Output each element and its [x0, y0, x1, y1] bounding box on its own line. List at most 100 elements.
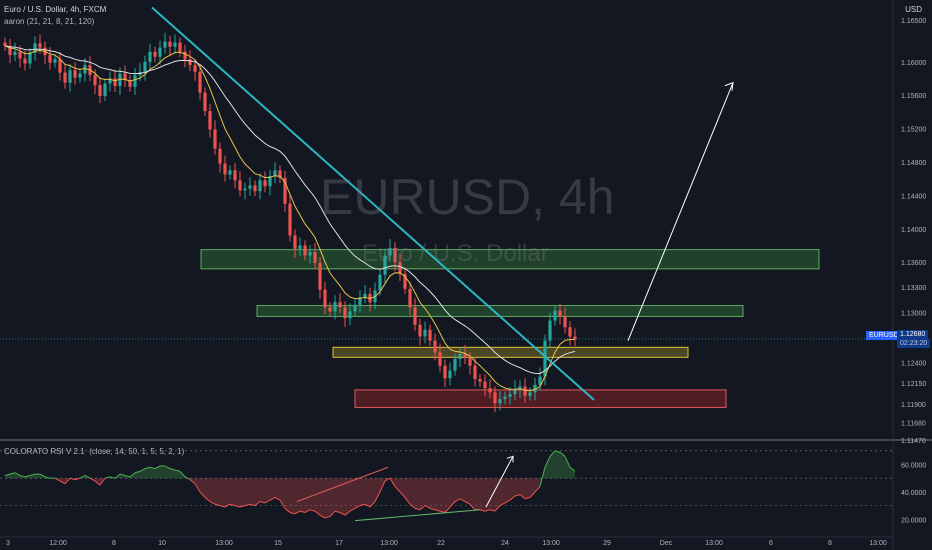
candle-body: [53, 59, 57, 63]
rsi-fill: [555, 450, 560, 479]
rsi-segment: [454, 498, 461, 502]
candle-body: [48, 55, 52, 63]
candle-body: [108, 78, 112, 84]
candle-body: [8, 45, 12, 56]
candle-body: [343, 307, 347, 319]
rsi-fill: [30, 474, 35, 479]
price-tick-label: 1.13600: [901, 260, 926, 267]
rsi-segment: [189, 479, 196, 485]
rsi-segment: [329, 510, 336, 517]
indicator-legend-rsi[interactable]: COLORATO RSI V 2.1 (close, 14, 50, 1, 5,…: [4, 447, 185, 456]
rsi-fill: [145, 467, 150, 479]
candle-body: [558, 310, 562, 317]
candle-body: [28, 52, 32, 64]
candle-body: [338, 302, 342, 308]
candle-body: [258, 180, 262, 192]
rsi-fill: [560, 452, 565, 479]
candle-body: [413, 307, 417, 325]
candle-body: [78, 73, 82, 78]
time-tick-label: 29: [603, 540, 611, 547]
rsi-fill: [345, 478, 350, 516]
rsi-segment: [429, 507, 436, 511]
indicator-legend-aaron[interactable]: aaron (21, 21, 8, 21, 120): [4, 17, 95, 26]
rsi-segment: [504, 499, 511, 504]
candle-body: [203, 92, 207, 112]
rsi-fill: [460, 478, 465, 502]
rsi-tick-label: 60.0000: [901, 463, 926, 470]
rsi-fill: [570, 467, 575, 479]
rsi-tick-label: 40.0000: [901, 490, 926, 497]
candle-body: [223, 163, 227, 175]
rsi-segment: [154, 465, 161, 470]
candle-body: [348, 311, 352, 319]
candle-body: [98, 85, 102, 97]
rsi-fill: [475, 478, 480, 510]
rsi-fill: [315, 478, 320, 516]
rsi-fill: [410, 478, 415, 509]
candle-body: [493, 392, 497, 404]
currency-label: USD: [905, 5, 922, 14]
rsi-segment: [304, 509, 311, 513]
rsi-fill: [320, 478, 325, 518]
candle-body: [298, 245, 302, 249]
ma-fast-line: [4, 45, 576, 392]
projection-arrow-head: [724, 81, 734, 91]
rsi-fill: [550, 450, 555, 479]
candle-body: [488, 388, 492, 393]
candle-body: [63, 72, 67, 83]
candle-body: [423, 329, 427, 337]
rsi-fill: [500, 478, 505, 506]
rsi-segment: [224, 503, 231, 508]
rsi-segment: [164, 465, 171, 470]
candle-body: [193, 65, 197, 72]
candle-body: [93, 75, 97, 86]
rsi-fill: [150, 467, 155, 479]
rsi-fill: [195, 478, 200, 492]
rsi-fill: [240, 478, 245, 507]
candle-body: [538, 376, 542, 385]
rsi-tick-label: 20.0000: [901, 517, 926, 524]
rsi-fill: [470, 478, 475, 510]
candle-body: [353, 304, 357, 312]
rsi-fill: [435, 478, 440, 512]
symbol-title[interactable]: Euro / U.S. Dollar, 4h, FXCM: [4, 5, 107, 14]
rsi-segment: [479, 509, 486, 512]
watermark-description: Euro / U.S. Dollar: [362, 240, 549, 267]
rsi-fill: [480, 478, 485, 512]
candle-body: [428, 329, 432, 341]
rsi-segment: [99, 477, 106, 486]
rsi-segment: [409, 503, 416, 509]
candle-body: [443, 365, 447, 379]
rsi-fill: [170, 468, 175, 479]
rsi-segment: [124, 475, 131, 478]
price-tick-label: 1.14800: [901, 160, 926, 167]
rsi-fill: [255, 478, 260, 506]
candle-body: [188, 59, 192, 66]
rsi-divergence-line-red: [296, 466, 389, 502]
time-tick-label: 13:00: [215, 540, 233, 547]
rsi-segment: [279, 499, 286, 509]
time-tick-label: 13:00: [380, 540, 398, 547]
moving-averages: [4, 45, 576, 392]
rsi-segment: [14, 472, 21, 476]
price-tick-label: 1.11680: [901, 420, 926, 427]
rsi-segment: [269, 496, 276, 501]
rsi-arrow-line: [485, 456, 514, 508]
axes: 1.16500 1.16000 1.15600 1.15200 1.14800 1.144…: [6, 18, 926, 547]
rsi-segment: [144, 466, 151, 470]
candle-body: [128, 80, 132, 87]
rsi-segment: [19, 475, 26, 478]
rsi-segment: [404, 497, 411, 505]
candle-body: [198, 71, 202, 93]
time-tick-label: 3: [6, 540, 10, 547]
rsi-segment: [334, 510, 341, 513]
rsi-segment: [254, 501, 261, 507]
candle-body: [418, 324, 422, 337]
rsi-fill: [370, 478, 375, 507]
candle-body: [383, 255, 387, 275]
rsi-segment: [54, 477, 61, 482]
zone-red: [354, 389, 727, 408]
rsi-segment: [559, 451, 566, 457]
